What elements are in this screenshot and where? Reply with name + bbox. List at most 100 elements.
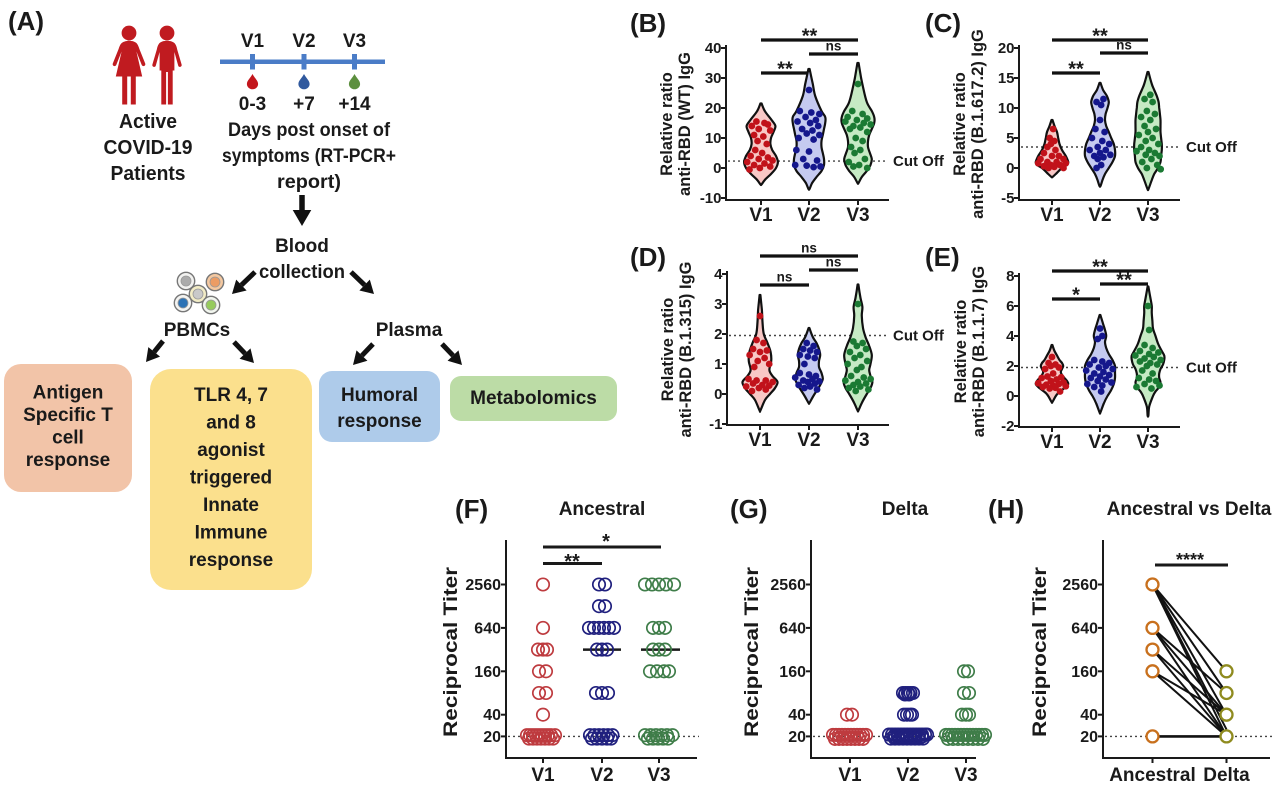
svg-text:10: 10 [998,100,1015,117]
svg-text:0-3: 0-3 [239,94,266,115]
svg-text:response: response [189,550,273,571]
svg-text:symptoms (RT-PCR+: symptoms (RT-PCR+ [222,146,396,167]
svg-text:4: 4 [1006,328,1015,345]
svg-text:V2: V2 [1088,205,1111,226]
svg-text:Active: Active [119,111,177,133]
svg-text:ns: ns [826,39,842,54]
svg-text:20: 20 [483,729,501,746]
svg-text:40: 40 [483,707,501,724]
svg-text:Plasma: Plasma [376,320,443,341]
svg-text:ns: ns [826,255,842,270]
svg-text:2: 2 [1006,358,1014,375]
svg-text:(G): (G) [730,494,768,524]
svg-text:V1: V1 [531,765,555,785]
svg-text:Cut Off: Cut Off [893,328,945,345]
svg-text:0: 0 [1006,160,1014,177]
svg-text:TLR 4, 7: TLR 4, 7 [194,385,268,406]
svg-text:10: 10 [705,130,722,147]
svg-text:**: ** [1092,26,1108,48]
svg-text:Metabolomics: Metabolomics [470,388,597,409]
svg-text:anti-RBD (B.1.315) IgG: anti-RBD (B.1.315) IgG [677,261,695,437]
svg-text:1: 1 [714,356,722,373]
svg-text:-1: -1 [709,416,722,433]
svg-text:Cut Off: Cut Off [1186,139,1238,156]
svg-text:-2: -2 [1001,418,1014,435]
svg-text:*: * [602,531,610,553]
svg-text:V1: V1 [838,765,862,785]
svg-text:V1: V1 [748,430,772,451]
svg-text:Patients: Patients [111,163,186,185]
svg-text:**: ** [1068,59,1084,81]
svg-text:-10: -10 [700,190,722,207]
svg-text:20: 20 [705,100,722,117]
svg-text:(C): (C) [925,8,961,38]
svg-text:ns: ns [801,241,817,256]
svg-text:**: ** [802,26,818,48]
svg-text:V3: V3 [647,765,670,785]
svg-text:**: ** [1116,270,1132,292]
svg-text:Humoral: Humoral [341,385,418,406]
svg-text:40: 40 [788,707,806,724]
svg-text:Relative ratio: Relative ratio [658,72,676,176]
svg-text:Delta: Delta [882,499,929,520]
svg-text:2560: 2560 [1062,577,1098,594]
svg-text:V3: V3 [1136,205,1159,226]
svg-text:160: 160 [779,664,806,681]
svg-text:V2: V2 [590,765,613,785]
svg-text:V2: V2 [797,205,820,226]
svg-text:5: 5 [1006,130,1014,147]
svg-text:20: 20 [998,40,1015,57]
svg-text:ns: ns [1116,38,1132,53]
svg-text:Reciprocal Titer: Reciprocal Titer [1029,567,1051,737]
svg-text:Ancestral: Ancestral [1109,765,1196,785]
svg-text:COVID-19: COVID-19 [104,137,193,159]
svg-text:V3: V3 [846,205,869,226]
svg-text:15: 15 [998,70,1015,87]
svg-text:3: 3 [714,296,722,313]
svg-text:V3: V3 [954,765,977,785]
svg-text:Blood: Blood [275,236,329,257]
svg-text:anti-RBD (B.1.1.7) IgG: anti-RBD (B.1.1.7) IgG [970,266,988,437]
svg-text:4: 4 [714,266,723,283]
svg-text:V3: V3 [846,430,869,451]
svg-text:Immune: Immune [195,523,268,544]
svg-text:V2: V2 [797,430,820,451]
svg-text:Cut Off: Cut Off [1186,360,1238,377]
svg-text:**: ** [564,551,580,573]
svg-text:640: 640 [779,620,806,637]
svg-text:cell: cell [52,428,84,449]
svg-text:30: 30 [705,70,722,87]
svg-text:V1: V1 [1040,205,1064,226]
svg-text:(H): (H) [988,494,1024,524]
svg-text:0: 0 [1006,388,1014,405]
svg-text:40: 40 [705,40,722,57]
svg-text:Relative ratio: Relative ratio [952,300,970,404]
svg-text:V3: V3 [343,31,366,52]
svg-text:V2: V2 [896,765,919,785]
svg-text:(D): (D) [630,242,666,272]
svg-text:V2: V2 [1088,432,1111,453]
svg-text:V2: V2 [292,31,315,52]
svg-text:PBMCs: PBMCs [164,320,231,341]
svg-text:20: 20 [1080,729,1098,746]
svg-text:ns: ns [777,270,793,285]
svg-text:6: 6 [1006,298,1014,315]
svg-text:Reciprocal Titer: Reciprocal Titer [741,567,763,737]
svg-text:640: 640 [474,620,501,637]
svg-text:160: 160 [1071,664,1098,681]
svg-text:Relative ratio: Relative ratio [659,298,677,402]
svg-text:anti-RBD (B.1.617.2) IgG: anti-RBD (B.1.617.2) IgG [969,29,987,219]
svg-text:Antigen: Antigen [33,383,104,404]
svg-text:triggered: triggered [190,468,272,489]
svg-text:anti-RBD (WT) IgG: anti-RBD (WT) IgG [676,52,694,196]
svg-text:V3: V3 [1136,432,1159,453]
svg-text:0: 0 [714,386,722,403]
svg-text:agonist: agonist [197,440,265,461]
svg-text:Relative ratio: Relative ratio [951,72,969,176]
svg-text:Ancestral vs Delta: Ancestral vs Delta [1107,499,1272,520]
svg-text:160: 160 [474,664,501,681]
svg-text:****: **** [1176,550,1204,570]
svg-text:(B): (B) [630,8,666,38]
svg-text:**: ** [1092,257,1108,279]
svg-text:8: 8 [1006,268,1014,285]
